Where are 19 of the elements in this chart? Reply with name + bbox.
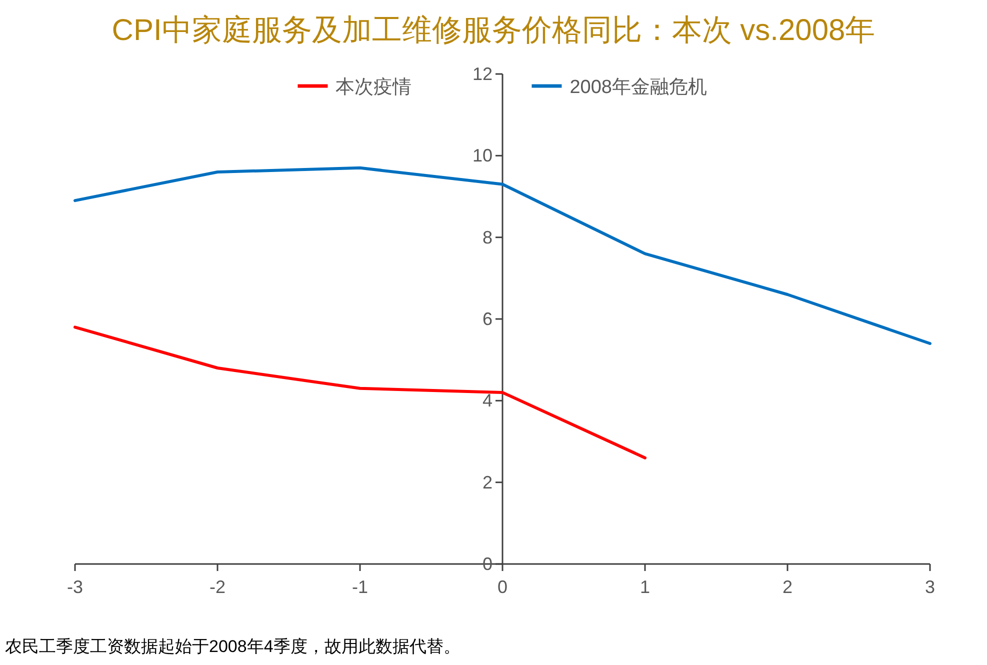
x-tick-label: 1 bbox=[640, 577, 650, 597]
x-tick-label: -3 bbox=[66, 577, 84, 597]
x-tick-label: 2 bbox=[782, 577, 793, 597]
x-tick-label: -1 bbox=[352, 577, 368, 597]
x-tick-label: -2 bbox=[209, 577, 226, 597]
y-tick-label: 12 bbox=[472, 64, 492, 84]
y-tick-label: 2 bbox=[482, 472, 492, 492]
y-tick-label: 4 bbox=[482, 390, 492, 411]
legend-label: 本次疫情 bbox=[336, 77, 412, 98]
line-series bbox=[74, 166, 932, 345]
y-tick-label: 6 bbox=[482, 309, 492, 329]
x-tick-label: 0 bbox=[497, 577, 508, 597]
y-tick-label: 8 bbox=[482, 227, 492, 248]
line-series bbox=[74, 326, 646, 460]
text: 农民工季度工资数据起始于2008年4季度，故用此数据代替。 bbox=[5, 637, 460, 656]
chart-title: CPI中家庭服务及加工维修服务价格同比：本次 vs.2008年 bbox=[112, 14, 876, 47]
legend-label: 2008年金融危机 bbox=[570, 77, 707, 98]
y-tick-label: 10 bbox=[472, 146, 492, 166]
x-tick-label: 3 bbox=[924, 577, 936, 597]
